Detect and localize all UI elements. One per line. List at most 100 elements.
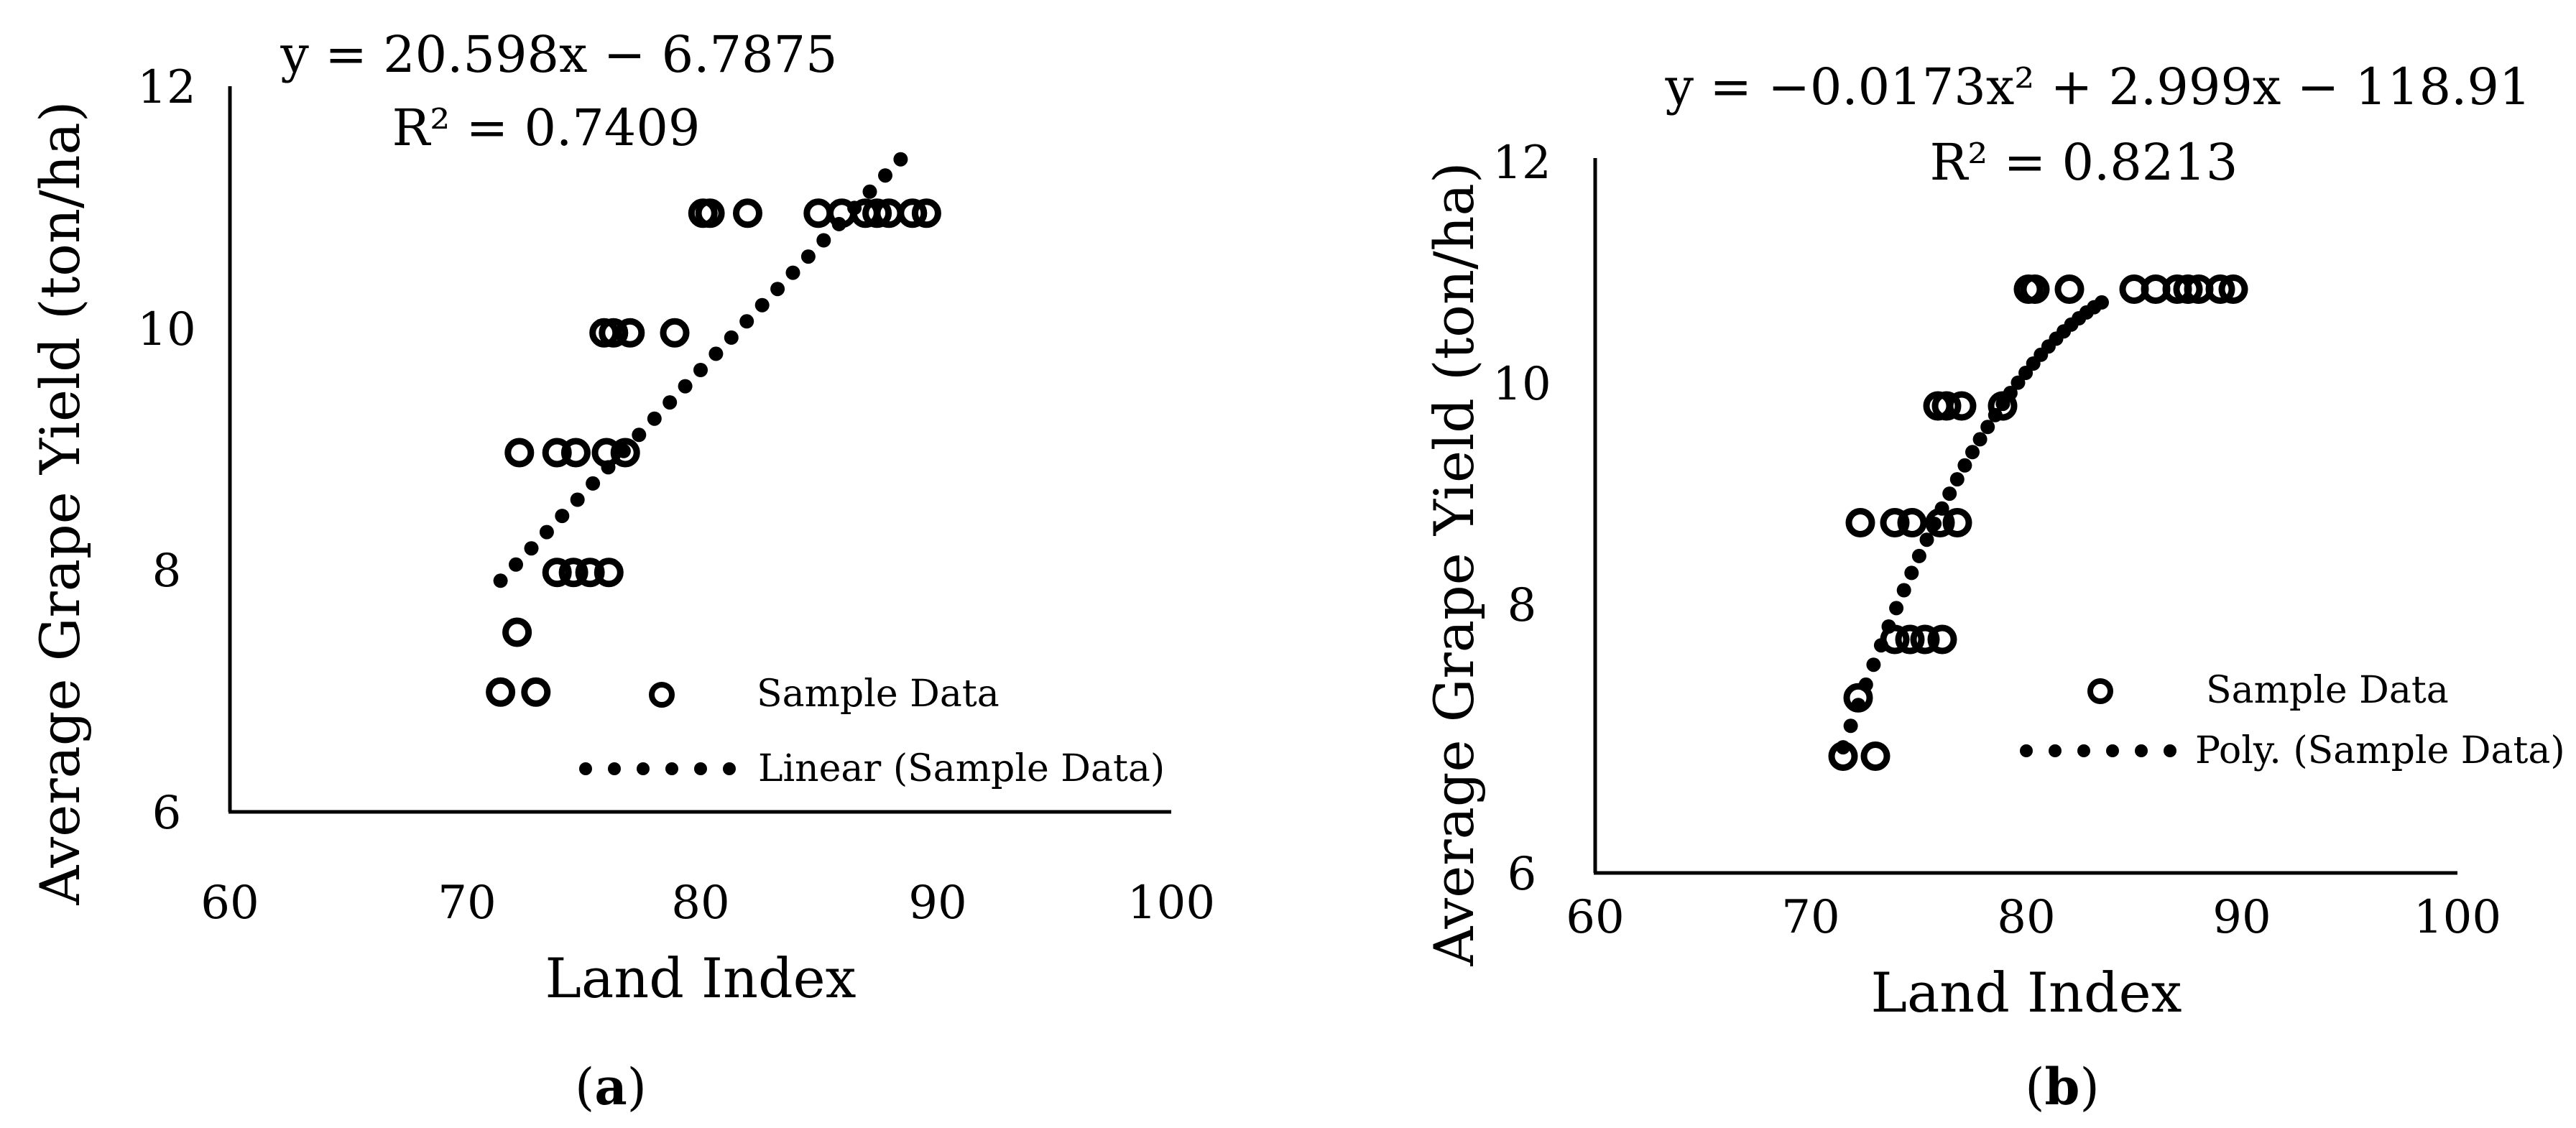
trendline-dot <box>862 184 877 199</box>
trendline-dot <box>509 557 523 572</box>
data-point <box>897 198 928 228</box>
r-squared-label: R² = 0.8213 <box>1930 133 2238 192</box>
y-tick-label: 10 <box>1492 358 1551 411</box>
trendline-dot <box>724 330 739 345</box>
trendline-dot <box>1995 397 2011 412</box>
data-point <box>1845 508 1875 537</box>
trendline-dot <box>647 411 662 426</box>
trendline-dot <box>1965 445 1980 460</box>
trendline-dot <box>693 363 708 377</box>
x-tick-labels: 60 70 80 90 100 <box>1566 891 2501 944</box>
y-tick-label: 6 <box>1508 848 1537 901</box>
x-tick-label: 80 <box>1997 891 2055 944</box>
data-point <box>610 438 640 468</box>
trendline-dot <box>1896 583 1911 598</box>
data-point <box>560 438 591 468</box>
data-point <box>862 198 892 228</box>
data-point <box>1925 508 1955 537</box>
x-axis-title: Land Index <box>1871 961 2182 1025</box>
data-point <box>558 558 588 588</box>
trendline-dot <box>1919 532 1934 547</box>
data-point <box>1895 624 1925 655</box>
data-point <box>1880 508 1910 537</box>
trendline-dot <box>524 541 539 556</box>
data-point <box>911 198 941 228</box>
legend-label-sample-data: Sample Data <box>757 672 1000 716</box>
trendline-dot <box>800 249 816 264</box>
x-tick-label: 100 <box>2414 891 2501 944</box>
trendline-dots <box>1836 295 2109 755</box>
data-point <box>542 558 572 588</box>
data-point <box>2173 274 2203 304</box>
legend-marker-sample-data <box>649 682 675 708</box>
panel-letter: b <box>2045 1057 2080 1117</box>
trendline-dot <box>1972 432 1988 447</box>
trendline-equation: y = −0.0173x² + 2.999x − 118.91 <box>1665 57 2531 116</box>
trendline-dot <box>893 152 908 167</box>
y-axis-title: Average Grape Yield (ton/ha) <box>28 101 92 906</box>
data-point <box>2054 274 2085 304</box>
data-point <box>803 198 834 228</box>
data-point <box>1910 624 1940 655</box>
trendline-dot <box>1980 420 1995 435</box>
data-point <box>599 318 629 348</box>
trendline-dot <box>1904 565 1919 581</box>
trendline-dot <box>555 509 570 524</box>
trendline-dot <box>539 524 554 540</box>
trendline-dot <box>1949 472 1965 487</box>
chart-panel-a: 6 8 10 12 60 70 80 90 100 Land Index Ave… <box>28 25 1215 1117</box>
data-point <box>1860 741 1891 771</box>
legend-marker-trendline <box>2020 744 2176 757</box>
data-point <box>1947 391 1977 421</box>
trendline-dot <box>570 492 585 507</box>
trendline-equation: y = 20.598x − 6.7875 <box>280 25 837 84</box>
data-point <box>1880 624 1910 655</box>
trendline-dot <box>1957 458 1972 473</box>
trendline-dot <box>1911 548 1926 563</box>
x-tick-label: 80 <box>671 877 729 930</box>
sample-data-points <box>486 198 941 707</box>
legend: Sample Data Poly. (Sample Data) <box>2020 669 2565 772</box>
data-point <box>660 318 690 348</box>
data-point <box>594 558 624 588</box>
x-tick-label: 70 <box>438 877 496 930</box>
data-point <box>504 438 535 468</box>
data-point <box>2205 274 2235 304</box>
y-tick-label: 8 <box>152 545 182 598</box>
trendline-dot <box>493 573 508 588</box>
trendline-dot <box>785 265 800 280</box>
panel-letter: a <box>594 1057 627 1117</box>
y-tick-label: 10 <box>137 303 195 356</box>
trendline-dot <box>754 297 770 313</box>
y-axis-title: Average Grape Yield (ton/ha) <box>1422 162 1486 967</box>
data-point <box>2218 274 2248 304</box>
legend-label-trendline: Poly. (Sample Data) <box>2195 729 2565 772</box>
data-point <box>1988 391 2018 421</box>
data-point <box>1927 624 1957 655</box>
trendline-dot <box>739 314 754 329</box>
legend-marker-sample-data <box>2087 678 2113 704</box>
data-point <box>2020 274 2050 304</box>
trendline-dot <box>1843 718 1858 734</box>
data-point <box>591 438 622 468</box>
legend-marker-trendline <box>579 762 736 775</box>
trendline-dot <box>1866 657 1881 672</box>
x-tick-label: 60 <box>1566 891 1624 944</box>
legend-label-sample-data: Sample Data <box>2206 669 2449 712</box>
trendline-dot <box>770 282 785 297</box>
y-tick-labels: 6 8 10 12 <box>137 61 195 840</box>
trendline-dot <box>878 168 892 183</box>
r-squared-label: R² = 0.7409 <box>392 98 701 157</box>
data-point <box>1843 683 1873 713</box>
trendline-dot <box>2011 375 2026 390</box>
trendline-dot <box>1942 486 1957 501</box>
sample-data-points <box>1828 274 2248 771</box>
x-tick-label: 70 <box>1781 891 1839 944</box>
data-point <box>521 677 551 707</box>
y-tick-label: 12 <box>1492 137 1551 190</box>
data-point <box>695 198 725 228</box>
trendline-dot <box>632 427 647 443</box>
data-point <box>502 617 532 647</box>
y-tick-labels: 6 8 10 12 <box>1492 137 1551 901</box>
